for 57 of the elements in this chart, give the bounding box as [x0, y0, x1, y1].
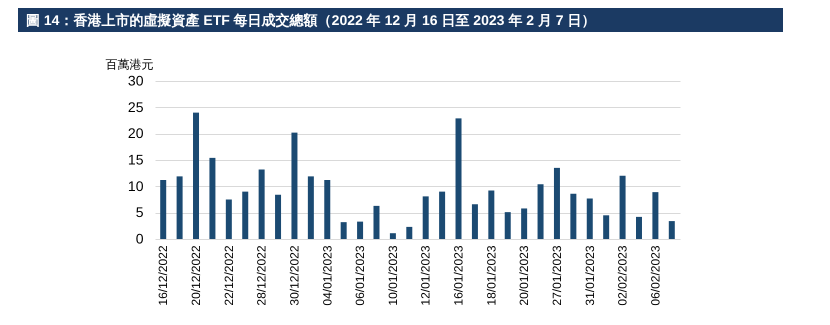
y-tick-label: 30: [128, 72, 144, 88]
bar: [456, 118, 462, 239]
bar: [538, 184, 544, 239]
y-tick-label: 5: [136, 204, 144, 220]
x-tick-label: 16/01/2023: [452, 245, 466, 306]
bar: [373, 206, 380, 239]
bar: [521, 208, 528, 239]
x-tick-label: 16/12/2022: [156, 245, 170, 306]
bar: [160, 180, 166, 239]
x-tick-label: 10/01/2023: [386, 245, 400, 306]
bar: [439, 192, 446, 239]
bar: [308, 176, 314, 239]
bar: [620, 176, 626, 239]
bar: [357, 222, 364, 239]
bar: [176, 176, 183, 239]
bar: [570, 194, 576, 239]
y-tick-label: 15: [128, 152, 144, 168]
bar: [586, 198, 593, 239]
bar: [275, 194, 282, 239]
bar: [340, 222, 347, 239]
x-tick-label: 31/01/2023: [582, 245, 597, 306]
x-tick-label: 18/01/2023: [484, 245, 498, 306]
x-tick-label: 22/12/2022: [222, 245, 236, 306]
bar: [406, 226, 412, 239]
bar: [209, 158, 216, 239]
y-tick-label: 0: [136, 230, 144, 246]
bar: [488, 190, 494, 239]
x-tick-label: 28/12/2022: [254, 245, 269, 306]
x-tick-label: 30/12/2022: [287, 245, 302, 306]
x-tick-label: 02/02/2023: [616, 245, 630, 306]
x-tick-label: 12/01/2023: [418, 245, 433, 306]
y-tick-label: 10: [128, 178, 144, 194]
bar: [242, 192, 248, 239]
x-tick-label: 06/01/2023: [353, 245, 368, 306]
bar: [390, 233, 396, 239]
x-tick-label: 06/02/2023: [648, 245, 662, 306]
bar: [193, 112, 200, 239]
x-tick-label: 20/12/2022: [189, 245, 204, 306]
bar: [422, 196, 429, 239]
y-tick-label: 20: [128, 125, 144, 142]
bar: [652, 192, 658, 239]
bar: [258, 169, 265, 239]
bar: [668, 221, 675, 239]
bar: [504, 212, 511, 239]
x-tick-label: 27/01/2023: [550, 245, 564, 306]
x-tick-label: 04/01/2023: [320, 245, 334, 306]
bar: [603, 215, 610, 239]
bar: [324, 180, 330, 239]
bar: [554, 168, 560, 239]
bar: [636, 216, 642, 239]
bar: [472, 204, 478, 239]
bar: [226, 200, 232, 239]
bar: [291, 132, 298, 239]
y-tick-label: 25: [128, 98, 144, 115]
y-axis-title: 百萬港元: [106, 58, 154, 72]
chart-title: 圖 14：香港上市的虛擬資產 ETF 每日成交總額（2022 年 12 月 16 日至 2023 年 2 月 7 日）: [18, 8, 783, 32]
x-tick-label: 20/01/2023: [517, 245, 532, 306]
